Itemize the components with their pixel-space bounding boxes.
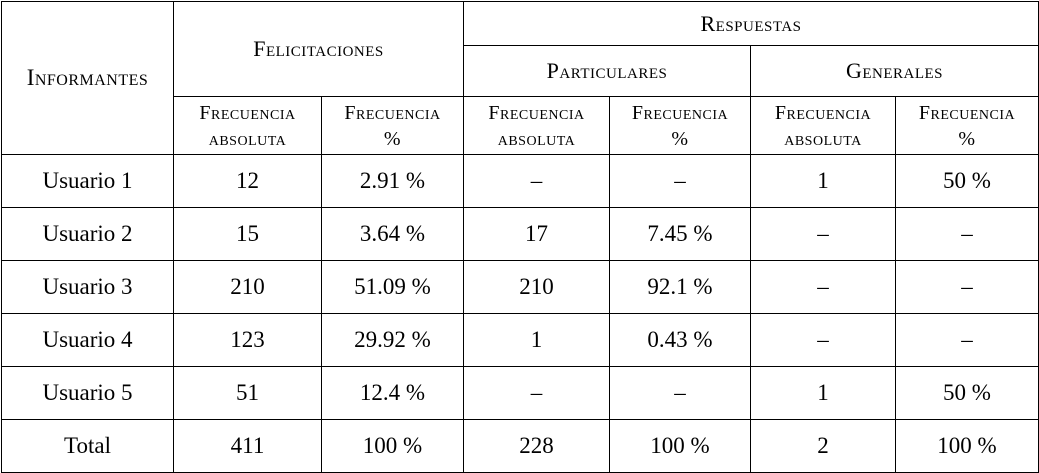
cell-par-pct: – [609,154,751,208]
cell-par-abs: 17 [463,207,610,261]
cell-par-pct: 7.45 % [609,207,751,261]
cell-gen-pct: 50 % [895,154,1039,208]
header-particulares: Particulares [463,45,751,97]
header-felicitaciones: Felicitaciones [173,1,464,97]
header-gen-freq-pct: Frecuencia% [895,96,1039,155]
cell-fel-abs: 15 [173,207,322,261]
header-line: % [958,127,976,150]
header-line: Frecuencia [918,101,1016,124]
cell-fel-abs: 123 [173,313,322,367]
header-line: absoluta [208,127,287,150]
cell-par-abs: – [463,366,610,420]
header-line: Frecuencia [488,101,585,124]
cell-gen-abs: – [750,207,896,261]
header-line: absoluta [497,127,576,150]
cell-par-pct: 0.43 % [609,313,751,367]
header-fel-freq-abs: Frecuencia absoluta [173,96,322,155]
cell-fel-pct: 29.92 % [321,313,464,367]
header-line: Frecuencia [199,101,296,124]
header-line: Frecuencia [774,101,872,124]
header-line: % [383,127,402,150]
header-par-freq-abs: Frecuencia absoluta [463,96,610,155]
cell-informante: Usuario 2 [1,207,174,261]
cell-gen-pct: 50 % [895,366,1039,420]
table-row: Usuario 2 15 3.64 % 17 7.45 % – – [1,207,1039,261]
cell-fel-abs: 210 [173,260,322,314]
cell-gen-abs: 2 [750,419,896,473]
cell-par-abs: 1 [463,313,610,367]
cell-fel-pct: 100 % [321,419,464,473]
cell-par-abs: 228 [463,419,610,473]
header-respuestas: Respuestas [463,1,1039,46]
cell-gen-pct: – [895,313,1039,367]
table-row: Usuario 3 210 51.09 % 210 92.1 % – – [1,260,1039,314]
cell-par-pct: 92.1 % [609,260,751,314]
cell-gen-abs: 1 [750,366,896,420]
cell-gen-pct: 100 % [895,419,1039,473]
header-line: Frecuencia [344,101,441,124]
cell-informante: Total [1,419,174,473]
cell-par-pct: 100 % [609,419,751,473]
cell-informante: Usuario 5 [1,366,174,420]
header-line: absoluta [784,127,862,150]
table-row: Usuario 4 123 29.92 % 1 0.43 % – – [1,313,1039,367]
cell-fel-pct: 12.4 % [321,366,464,420]
cell-informante: Usuario 3 [1,260,174,314]
cell-fel-abs: 51 [173,366,322,420]
cell-fel-abs: 411 [173,419,322,473]
cell-gen-pct: – [895,207,1039,261]
header-fel-freq-pct: Frecuencia% [321,96,464,155]
cell-fel-pct: 2.91 % [321,154,464,208]
header-line: % [671,127,689,150]
cell-gen-abs: – [750,260,896,314]
header-gen-freq-abs: Frecuencia absoluta [750,96,896,155]
cell-informante: Usuario 4 [1,313,174,367]
cell-fel-abs: 12 [173,154,322,208]
header-par-freq-pct: Frecuencia% [609,96,751,155]
cell-par-abs: – [463,154,610,208]
cell-fel-pct: 3.64 % [321,207,464,261]
cell-par-abs: 210 [463,260,610,314]
header-generales: Generales [750,45,1039,97]
cell-gen-pct: – [895,260,1039,314]
cell-fel-pct: 51.09 % [321,260,464,314]
header-informantes: Informantes [1,1,174,155]
table-row: Usuario 5 51 12.4 % – – 1 50 % [1,366,1039,420]
header-line: Frecuencia [631,101,729,124]
cell-informante: Usuario 1 [1,154,174,208]
cell-gen-abs: 1 [750,154,896,208]
table-row-total: Total 411 100 % 228 100 % 2 100 % [1,419,1039,473]
cell-gen-abs: – [750,313,896,367]
cell-par-pct: – [609,366,751,420]
table-row: Usuario 1 12 2.91 % – – 1 50 % [1,154,1039,208]
